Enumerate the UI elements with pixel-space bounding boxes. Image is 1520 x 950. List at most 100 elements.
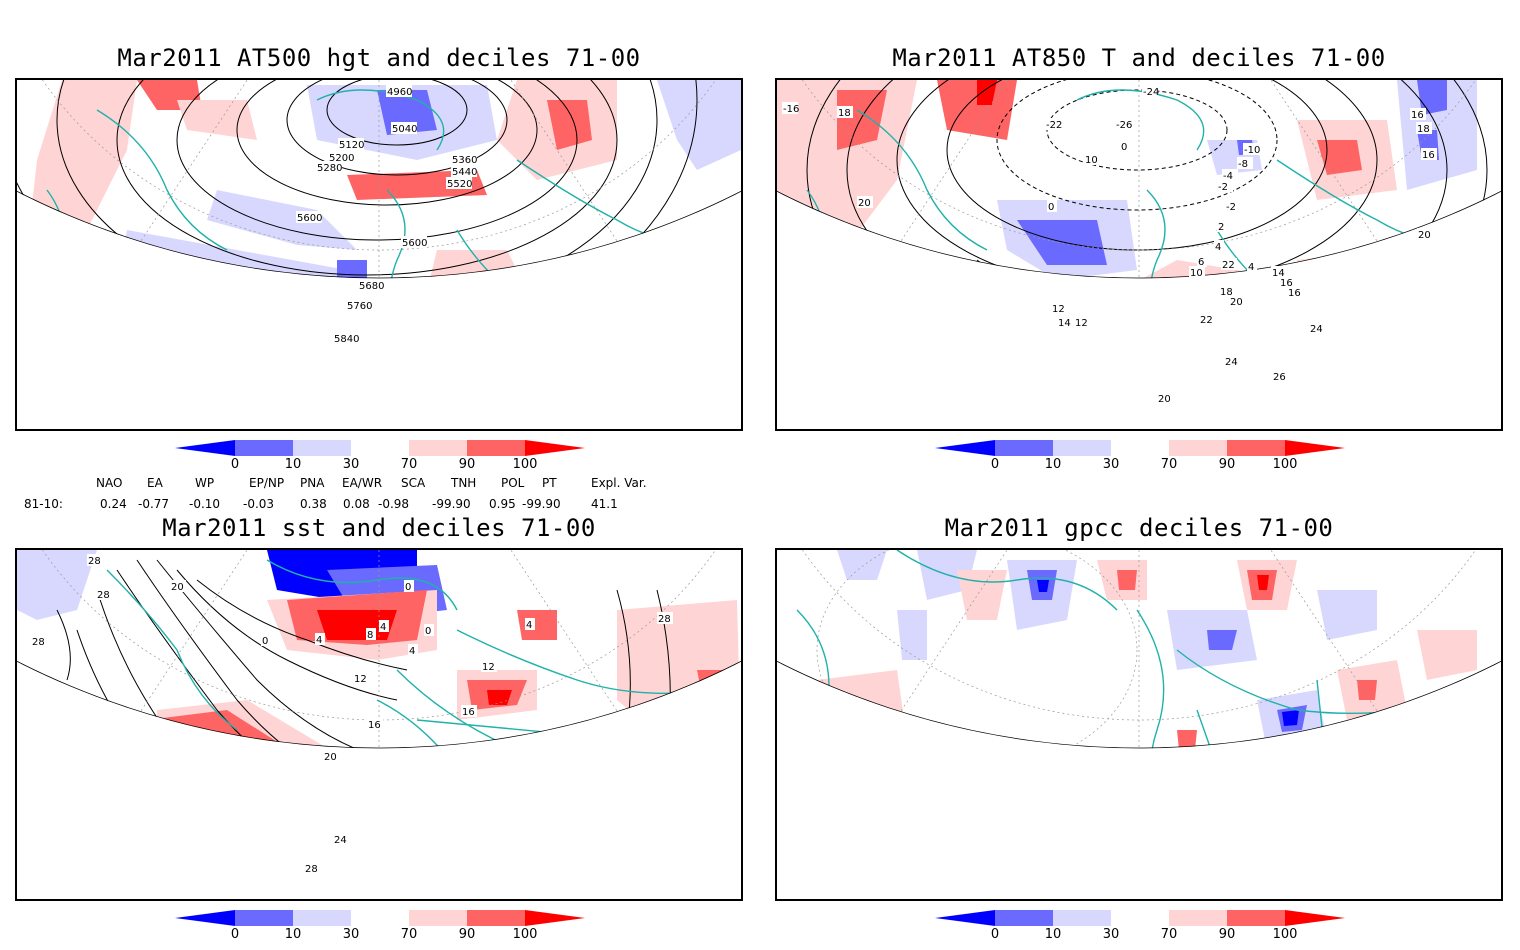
- svg-text:5440: 5440: [452, 167, 477, 178]
- svg-text:10: 10: [1190, 268, 1203, 279]
- contour-label: 5520: [446, 177, 472, 190]
- svg-text:5280: 5280: [317, 163, 342, 174]
- contour-label: 20: [1157, 392, 1173, 405]
- svg-text:5520: 5520: [447, 179, 472, 190]
- index-header: SCA: [401, 476, 426, 490]
- contour-label: 5200: [328, 151, 354, 164]
- colorbar-segment: [351, 440, 409, 456]
- contour-label: 22: [1199, 313, 1215, 326]
- index-value: 0.24: [100, 497, 127, 511]
- svg-text:-2: -2: [1226, 202, 1236, 213]
- colorbar-segment: [1169, 910, 1227, 926]
- index-header: PNA: [300, 476, 325, 490]
- contour-label: 12: [481, 660, 497, 673]
- svg-text:8: 8: [367, 630, 373, 641]
- contour-label: 0: [1047, 200, 1057, 213]
- colorbar-tick: 70: [400, 927, 418, 942]
- contour-label: 4: [315, 633, 325, 646]
- map-panel-at500: 4960 5040 5120 5200 5280 5360 5440 5520 …: [15, 78, 743, 431]
- colorbar-segment: [175, 440, 235, 456]
- colorbar-segment: [1111, 910, 1169, 926]
- contour-label: 24: [1224, 355, 1240, 368]
- svg-text:22: 22: [1200, 315, 1213, 326]
- svg-text:-22: -22: [1046, 120, 1062, 131]
- colorbar-sst: 0 10 30 70 90 100: [175, 910, 595, 950]
- colorbar-segment: [175, 910, 235, 926]
- colorbar-tick: 10: [1044, 927, 1062, 942]
- index-value: -99.90: [522, 497, 561, 511]
- map-panel-gpcc: [775, 548, 1503, 901]
- contour-label: 4: [1214, 240, 1224, 253]
- svg-text:5600: 5600: [297, 213, 322, 224]
- contour-label: 20: [170, 580, 186, 593]
- contour-label: -2: [1217, 180, 1233, 193]
- colorbar-tick: 10: [1044, 457, 1062, 472]
- colorbar-tick: 30: [342, 457, 360, 472]
- colorbar-tick: 30: [1102, 927, 1120, 942]
- colorbar-segment: [935, 910, 995, 926]
- svg-text:-4: -4: [1223, 171, 1233, 182]
- svg-text:20: 20: [1418, 230, 1431, 241]
- colorbar-segment: [235, 440, 293, 456]
- index-header: EP/NP: [249, 476, 285, 490]
- svg-text:16: 16: [1280, 278, 1293, 289]
- index-header: Expl. Var.: [591, 476, 647, 490]
- contour-label: -24: [1142, 85, 1159, 98]
- index-value: 0.38: [300, 497, 327, 511]
- contour-label: 5280: [316, 161, 342, 174]
- svg-text:26: 26: [1273, 372, 1286, 383]
- svg-text:28: 28: [88, 556, 101, 567]
- svg-text:24: 24: [1225, 357, 1238, 368]
- svg-text:5760: 5760: [347, 301, 372, 312]
- svg-text:5360: 5360: [452, 155, 477, 166]
- svg-text:5040: 5040: [392, 124, 417, 135]
- colorbar-tick: 0: [230, 457, 240, 472]
- svg-text:28: 28: [32, 637, 45, 648]
- contour-label: 16: [1410, 108, 1426, 121]
- svg-text:4: 4: [409, 646, 415, 657]
- colorbar-tick: 0: [990, 927, 1000, 942]
- svg-text:14: 14: [1058, 318, 1071, 329]
- contour-label: 18: [1219, 285, 1235, 298]
- index-header: EA/WR: [342, 476, 383, 490]
- svg-text:12: 12: [482, 662, 495, 673]
- svg-text:12: 12: [1052, 304, 1065, 315]
- svg-text:16: 16: [462, 707, 475, 718]
- index-header: NAO: [96, 476, 123, 490]
- colorbar-segment: [467, 910, 525, 926]
- contour-label: 0: [1120, 140, 1130, 153]
- colorbar-segment: [409, 910, 467, 926]
- contour-label: 5600: [296, 211, 322, 224]
- svg-text:22: 22: [1222, 260, 1235, 271]
- contour-label: -4: [1222, 169, 1238, 182]
- svg-text:5840: 5840: [334, 334, 359, 345]
- svg-text:4: 4: [316, 635, 322, 646]
- contour-label: 24: [333, 833, 349, 846]
- svg-text:20: 20: [171, 582, 184, 593]
- index-header: WP: [195, 476, 215, 490]
- contour-label: 5760: [346, 299, 372, 312]
- contour-label: -8: [1237, 157, 1253, 170]
- index-value: -0.10: [189, 497, 221, 511]
- contour-label: 12: [1074, 316, 1090, 329]
- colorbar-segment: [351, 910, 409, 926]
- colorbar-segment: [995, 910, 1053, 926]
- svg-text:5200: 5200: [329, 153, 354, 164]
- index-header: EA: [147, 476, 163, 490]
- contour-label: 20: [323, 750, 339, 763]
- contour-label: 2: [1217, 220, 1227, 233]
- svg-text:16: 16: [1288, 288, 1301, 299]
- colorbar-tick: 100: [512, 457, 538, 472]
- colorbar-tick: 100: [1272, 457, 1298, 472]
- svg-text:18: 18: [1417, 124, 1430, 135]
- svg-text:4: 4: [1215, 242, 1221, 253]
- colorbar-tick: 70: [400, 457, 418, 472]
- contour-label: 28: [96, 588, 112, 601]
- colorbar-tick: 90: [458, 457, 476, 472]
- contour-label: 0: [261, 634, 271, 647]
- svg-text:16: 16: [1422, 150, 1435, 161]
- contour-label: 0: [424, 624, 434, 637]
- map-panel-at850: -24 -22 -26 -16 -10 -8 0 -2 -4 2 0 -2 4 …: [775, 78, 1503, 431]
- contour-label: 5040: [391, 122, 417, 135]
- colorbar-segment: [1053, 440, 1111, 456]
